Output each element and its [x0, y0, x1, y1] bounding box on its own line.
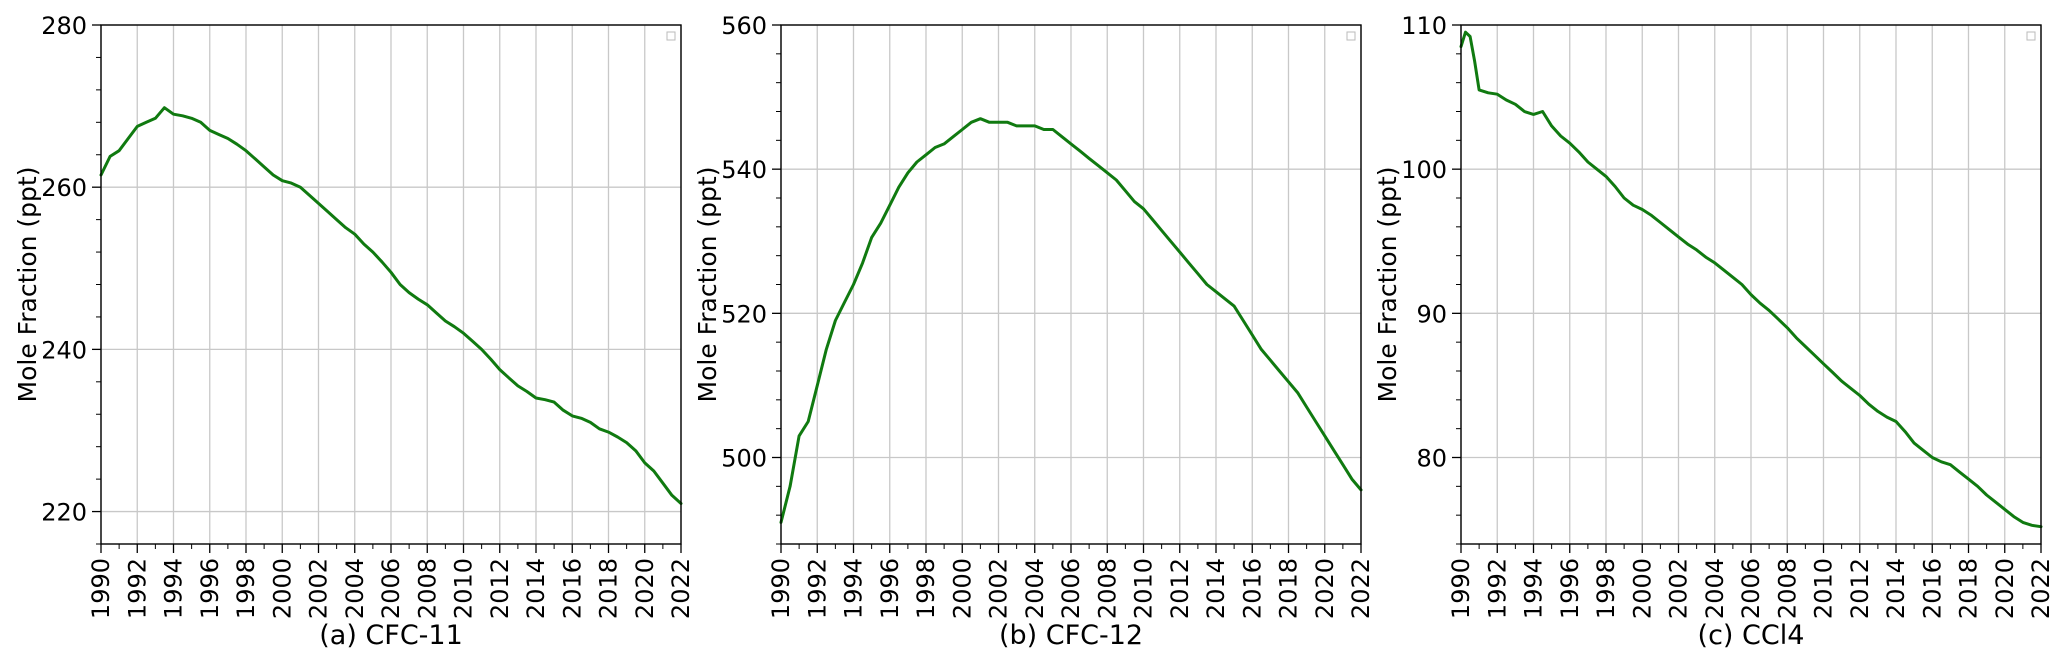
x-tick-label: 2020 [1311, 558, 1339, 619]
x-tick-label: 2006 [377, 558, 405, 619]
x-tick-label: 2018 [595, 558, 623, 619]
chart-panel: 1990 1992 1994 1996 1998 2000 2002 2004 2006 2008… [1373, 12, 2055, 651]
x-tick-label: 1990 [767, 558, 795, 619]
x-tick-label: 2016 [1918, 558, 1946, 619]
x-tick-label: 2014 [1202, 558, 1230, 619]
y-tick-label: 240 [41, 336, 87, 364]
x-tick-label: 2014 [1882, 558, 1910, 619]
x-tick-label: 1996 [196, 558, 224, 619]
x-tick-label: 2008 [1773, 558, 1801, 619]
x-tick-label: 2000 [1628, 558, 1656, 619]
x-tick-label: 1994 [1520, 558, 1548, 619]
x-tick-label: 2000 [268, 558, 296, 619]
x-tick-label: 2012 [1846, 558, 1874, 619]
series-line [1459, 30, 2043, 529]
x-tick-label: 2016 [558, 558, 586, 619]
x-tick-label: 2006 [1737, 558, 1765, 619]
x-tick-label: 2004 [1021, 558, 1049, 619]
x-tick-label: 2002 [1665, 558, 1693, 619]
x-tick-label: 2008 [413, 558, 441, 619]
x-tick-label: 2022 [667, 558, 695, 619]
y-tick-label: 90 [1416, 300, 1447, 328]
x-tick-label: 2012 [486, 558, 514, 619]
y-tick-label: 260 [41, 174, 87, 202]
chart-caption: (b) CFC-12 [999, 620, 1143, 651]
x-tick-label: 1998 [1592, 558, 1620, 619]
x-tick-label: 2018 [1955, 558, 1983, 619]
x-tick-label: 1996 [876, 558, 904, 619]
y-axis-label: Mole Fraction (ppt) [1373, 167, 1402, 403]
y-tick-label: 520 [721, 300, 767, 328]
x-tick-label: 2014 [522, 558, 550, 619]
chart-panel: 1990 1992 1994 1996 1998 2000 2002 2004 2006 2008… [693, 12, 1375, 651]
x-tick-label: 1994 [840, 558, 868, 619]
x-tick-label: 1996 [1556, 558, 1584, 619]
x-tick-label: 2020 [1991, 558, 2019, 619]
x-tick-label: 1992 [803, 558, 831, 619]
series-line [779, 117, 1363, 524]
y-axis-label: Mole Fraction (ppt) [693, 167, 722, 403]
x-tick-label: 2010 [1130, 558, 1158, 619]
x-tick-label: 2002 [985, 558, 1013, 619]
x-tick-label: 2002 [305, 558, 333, 619]
x-tick-label: 1990 [87, 558, 115, 619]
plot-frame [100, 24, 682, 545]
legend-box [2026, 31, 2036, 41]
x-tick-label: 2006 [1057, 558, 1085, 619]
x-tick-label: 2000 [948, 558, 976, 619]
y-tick-label: 220 [41, 499, 87, 527]
x-tick-label: 1994 [160, 558, 188, 619]
x-tick-label: 2012 [1166, 558, 1194, 619]
x-tick-label: 2010 [1810, 558, 1838, 619]
legend-box [666, 31, 676, 41]
x-tick-label: 1992 [1483, 558, 1511, 619]
plot-frame [1460, 24, 2042, 545]
x-tick-label: 2008 [1093, 558, 1121, 619]
chart-caption: (a) CFC-11 [319, 620, 463, 651]
x-tick-label: 2004 [1701, 558, 1729, 619]
x-tick-label: 2010 [450, 558, 478, 619]
legend-box [1346, 31, 1356, 41]
x-tick-label: 2018 [1275, 558, 1303, 619]
x-tick-label: 1992 [123, 558, 151, 619]
y-tick-label: 560 [721, 12, 767, 40]
x-tick-label: 2022 [2027, 558, 2055, 619]
y-tick-label: 500 [721, 445, 767, 473]
chart-caption: (c) CCl4 [1698, 620, 1805, 651]
y-axis-label: Mole Fraction (ppt) [13, 167, 42, 403]
x-tick-label: 2020 [631, 558, 659, 619]
y-tick-label: 110 [1401, 12, 1447, 40]
x-tick-label: 1998 [232, 558, 260, 619]
y-tick-label: 280 [41, 12, 87, 40]
plot-frame [780, 24, 1362, 545]
x-tick-label: 2004 [341, 558, 369, 619]
chart-panel: 1990 1992 1994 1996 1998 2000 2002 2004 2006 2008… [13, 12, 695, 651]
x-tick-label: 2016 [1238, 558, 1266, 619]
y-tick-label: 100 [1401, 156, 1447, 184]
x-tick-label: 2022 [1347, 558, 1375, 619]
y-tick-label: 540 [721, 156, 767, 184]
series-line [99, 106, 683, 505]
x-tick-label: 1998 [912, 558, 940, 619]
x-tick-label: 1990 [1447, 558, 1475, 619]
y-tick-label: 80 [1416, 445, 1447, 473]
